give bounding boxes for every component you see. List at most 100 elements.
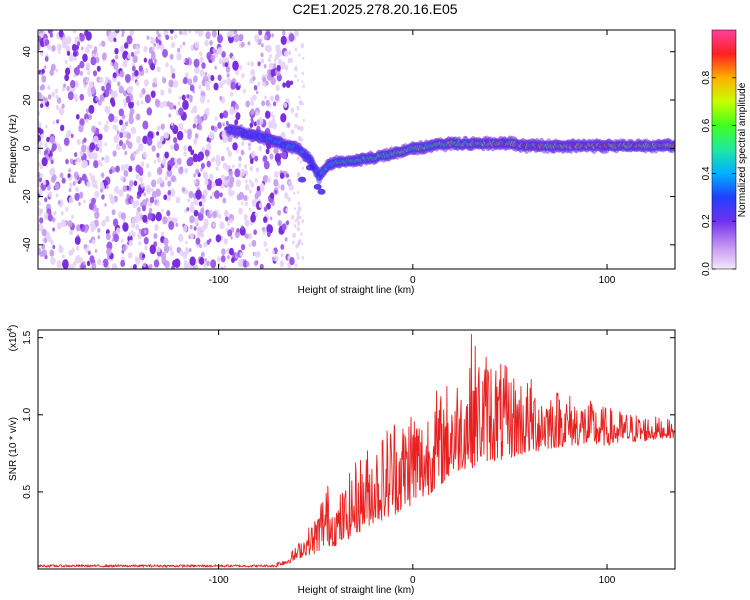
noise-speckle xyxy=(228,191,231,196)
noise-speckle xyxy=(217,46,223,55)
noise-speckle xyxy=(118,108,124,117)
noise-speckle xyxy=(130,126,136,135)
noise-speckle xyxy=(196,226,202,233)
noise-speckle xyxy=(60,211,64,216)
noise-speckle xyxy=(146,35,150,40)
signal-blob xyxy=(298,176,307,183)
noise-speckle xyxy=(262,155,268,163)
noise-speckle xyxy=(122,222,129,232)
noise-speckle xyxy=(262,174,269,183)
noise-speckle xyxy=(85,247,89,253)
noise-speckle xyxy=(263,241,268,247)
noise-speckle xyxy=(193,173,196,178)
snr-axes: -100 0 100 0.5 1.0 1.5 xyxy=(22,330,675,586)
noise-speckle xyxy=(163,244,170,254)
noise-speckle xyxy=(280,113,287,123)
noise-speckle xyxy=(268,62,274,70)
noise-speckle xyxy=(209,40,213,46)
noise-speckle xyxy=(71,43,77,52)
noise-speckle xyxy=(202,113,208,121)
noise-speckle xyxy=(269,192,275,199)
noise-speckle xyxy=(63,137,70,147)
noise-speckle xyxy=(256,119,261,126)
noise-speckle xyxy=(188,190,194,199)
noise-speckle xyxy=(112,150,117,157)
noise-speckle xyxy=(146,137,153,146)
noise-speckle xyxy=(93,135,99,144)
noise-speckle xyxy=(295,243,299,249)
noise-speckle xyxy=(118,139,124,147)
noise-speckle xyxy=(144,245,148,251)
noise-speckle xyxy=(79,60,85,69)
noise-speckle xyxy=(136,100,140,106)
noise-speckle xyxy=(166,210,171,217)
noise-speckle xyxy=(116,143,121,151)
noise-speckle xyxy=(100,188,104,193)
noise-speckle xyxy=(178,107,184,116)
noise-speckle xyxy=(274,94,280,101)
noise-speckle xyxy=(143,237,149,245)
noise-speckle xyxy=(67,91,74,101)
noise-speckle xyxy=(193,197,199,206)
noise-speckle xyxy=(195,189,202,200)
noise-speckle xyxy=(97,258,102,266)
noise-speckle xyxy=(223,209,229,218)
noise-speckle xyxy=(52,120,56,125)
noise-speckle xyxy=(135,257,141,266)
noise-speckle xyxy=(51,147,55,153)
noise-speckle xyxy=(232,142,238,151)
noise-speckle xyxy=(50,175,56,183)
noise-speckle xyxy=(233,33,240,43)
noise-speckle xyxy=(89,142,96,151)
noise-speckle xyxy=(77,157,81,163)
noise-speckle xyxy=(210,54,216,62)
noise-speckle xyxy=(301,71,304,76)
noise-speckle xyxy=(279,172,285,180)
noise-speckle xyxy=(203,241,208,248)
noise-speckle xyxy=(277,58,282,66)
noise-speckle xyxy=(189,204,195,213)
noise-speckle xyxy=(114,185,120,194)
noise-speckle xyxy=(60,219,67,228)
noise-speckle xyxy=(187,78,193,86)
noise-speckle xyxy=(228,170,233,177)
noise-speckle xyxy=(302,118,305,123)
noise-speckle xyxy=(61,177,66,184)
noise-speckle xyxy=(227,150,233,158)
noise-speckle xyxy=(161,257,167,265)
noise-speckle xyxy=(151,179,157,188)
noise-speckle xyxy=(182,225,188,233)
noise-speckle xyxy=(105,120,109,125)
noise-speckle xyxy=(250,100,255,107)
noise-speckle xyxy=(219,81,224,89)
noise-speckle xyxy=(198,124,203,131)
noise-speckle xyxy=(87,70,91,76)
noise-speckle xyxy=(258,30,263,36)
noise-speckle xyxy=(219,192,223,198)
noise-speckle xyxy=(140,181,145,189)
noise-speckle xyxy=(135,80,140,87)
noise-speckle xyxy=(142,120,149,130)
noise-speckle xyxy=(128,239,133,247)
noise-speckle xyxy=(279,260,285,268)
noise-speckle xyxy=(154,223,159,231)
noise-speckle xyxy=(230,91,234,97)
noise-speckle xyxy=(122,131,128,139)
snr-panel: -100 0 100 0.5 1.0 1.5 Height of straight lin… xyxy=(7,325,676,596)
noise-speckle xyxy=(144,67,149,74)
noise-speckle xyxy=(162,100,168,107)
noise-speckle xyxy=(237,259,243,268)
noise-speckle xyxy=(136,194,141,200)
noise-speckle xyxy=(93,160,99,169)
noise-speckle xyxy=(244,183,250,191)
noise-speckle xyxy=(187,198,191,203)
noise-speckle xyxy=(121,143,127,150)
noise-speckle xyxy=(254,155,259,162)
noise-speckle xyxy=(142,135,148,145)
noise-speckle xyxy=(143,151,147,158)
noise-speckle xyxy=(95,51,99,57)
colorbar-ticks: 0.0 0.2 0.4 0.6 0.8 xyxy=(701,70,736,276)
noise-speckle xyxy=(294,219,297,223)
noise-speckle xyxy=(182,41,186,46)
noise-speckle xyxy=(83,160,88,168)
